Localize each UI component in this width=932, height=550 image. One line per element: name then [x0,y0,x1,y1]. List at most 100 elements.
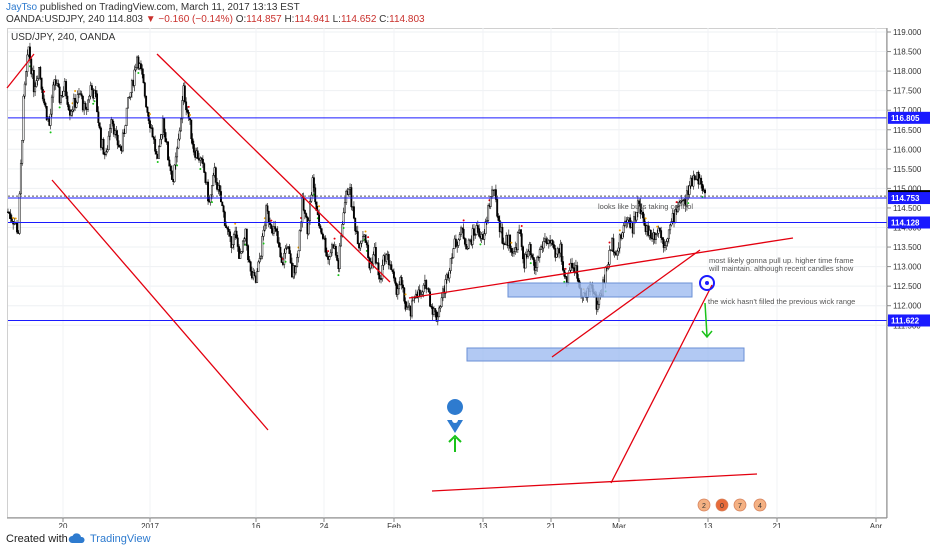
candle-body [485,220,488,223]
candle-body [54,79,57,86]
supply-demand-zones[interactable] [466,282,745,362]
candle-body [494,189,497,200]
candle-body [8,211,11,214]
candle-body [170,170,173,180]
signal-dot [333,237,336,240]
candle-body [478,228,481,237]
candle-body [274,226,277,229]
candle-body [151,127,154,138]
trendline-channel-upper[interactable] [156,53,391,283]
candle-body [93,90,96,99]
publish-line: JayTso published on TradingView.com, Mar… [6,2,300,13]
down-arrow-icon [701,302,713,339]
location-pin-icon[interactable] [447,399,464,433]
price-axis[interactable]: 119.000 118.500 118.000 117.500 117.000 116.5… [886,28,930,518]
event-flag-icon[interactable] [715,498,729,512]
candle-body [321,233,324,239]
circle-marker-icon[interactable] [699,275,715,291]
candle-body [98,122,101,129]
candle-body [253,272,256,277]
candle-body [249,261,252,272]
candle-body [387,254,390,266]
candle-body [467,239,470,249]
event-flag-icon[interactable] [753,498,767,512]
candle-body [476,225,479,229]
candle-body [704,189,706,194]
candle-body [96,93,99,113]
signal-dot [563,280,566,283]
candle-body [141,68,144,75]
candle-body [147,112,150,121]
trendline-rising-resistance[interactable] [408,237,794,299]
price-tick-label: 118.500 [893,48,922,57]
event-count: 4 [758,503,762,510]
markers[interactable] [447,275,715,452]
trendline-rising-support[interactable] [431,473,758,492]
trendline-top-left[interactable] [6,53,35,89]
price-tick-label: 113.500 [893,243,922,252]
candle-body [392,271,395,279]
trendline-channel-lower[interactable] [51,179,269,431]
event-flag-icon[interactable] [697,498,711,512]
candle-body [513,251,515,254]
candle-body [176,147,179,158]
candle-body [678,202,681,207]
candle-body [89,85,92,97]
candle-body [300,221,302,231]
trendlines[interactable] [6,53,794,492]
candle-body [656,233,659,236]
candle-body [502,243,505,245]
candle-body [180,118,182,132]
resistance-zone[interactable] [507,282,693,298]
down-triangle-icon: ▼ [145,14,156,25]
note-pullup-2: will maintain. although recent candles s… [708,264,854,273]
candle-body [318,214,321,227]
candle-body [9,213,12,219]
candle-body [658,227,661,231]
candle-body [21,139,24,164]
candle-body [553,244,555,249]
candle-body [700,177,703,185]
published-text: published on TradingView.com, March 11, … [37,2,300,13]
candle-body [230,236,233,248]
candle-body [334,245,337,256]
support-zone[interactable] [466,347,745,362]
time-axis[interactable]: 20 2017 16 24 Feb 13 21 Mar 13 21 Apr [7,517,887,531]
candle-body [222,205,225,213]
candle-body [181,100,184,120]
candle-body [192,144,195,153]
candle-body [243,238,246,242]
note-bulls: looks like bulls taking control [598,202,693,211]
candle-body [247,245,250,261]
candle-body [214,167,217,183]
candle-body [435,311,438,322]
candle-body [67,104,70,110]
low-value: 114.652 [340,14,377,25]
candle-body [84,103,87,110]
trendline-wedge-upper[interactable] [551,249,701,358]
candle-body [276,231,279,243]
candle-body [146,106,149,113]
tradingview-link[interactable]: TradingView [90,533,151,545]
author-link[interactable]: JayTso [6,2,38,13]
up-arrow-icon [448,434,462,452]
candle-body [34,86,37,93]
price-label-box [888,216,930,229]
candle-body [284,248,287,254]
signal-dot [687,202,690,205]
candle-body [36,78,39,81]
candle-body [169,165,172,172]
candle-body [35,80,38,87]
candle-body [695,178,697,181]
candle-body [536,256,539,268]
signal-dot [404,293,407,296]
signal-dot [187,105,190,108]
trendline-wedge-lower[interactable] [610,284,713,484]
candle-body [296,257,299,267]
candle-body [102,139,105,155]
event-flag-icon[interactable] [733,498,747,512]
candle-body [232,234,235,245]
candle-body [362,236,364,242]
